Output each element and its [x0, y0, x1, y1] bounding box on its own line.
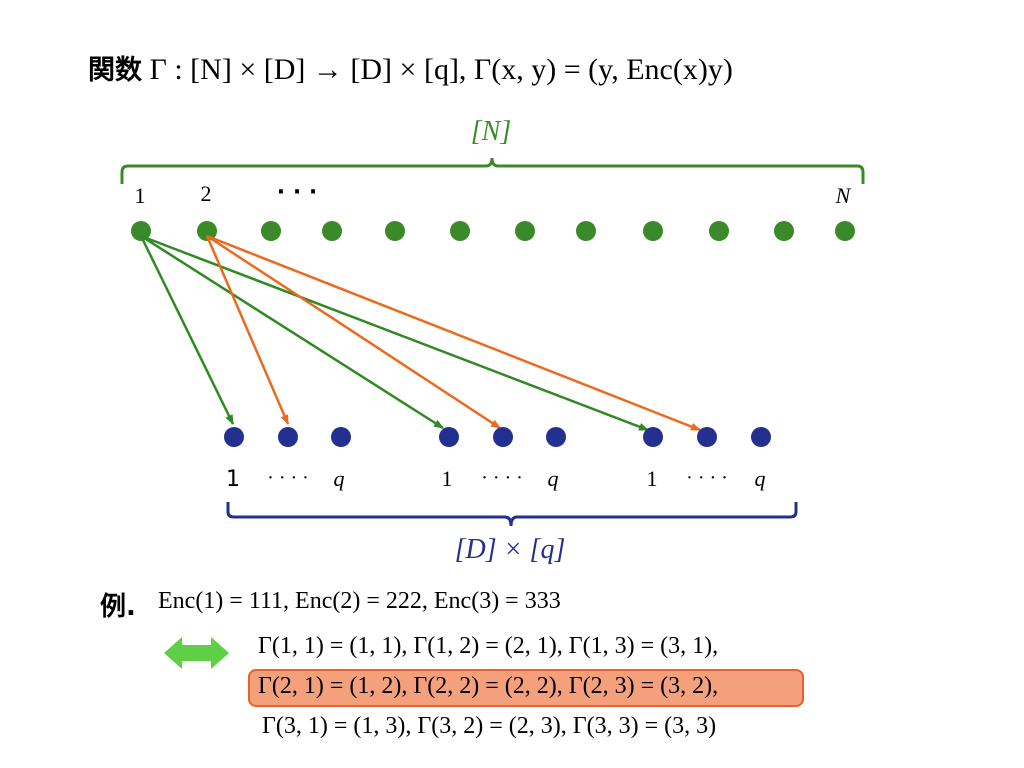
domain-node: [774, 221, 794, 241]
double-headed-arrow-icon: [164, 637, 229, 669]
codomain-brace-label: [D] × [q]: [455, 534, 566, 565]
codomain-label-dots: · · · ·: [481, 467, 523, 489]
codomain-label-start: 1: [442, 466, 453, 491]
codomain-node: [439, 427, 459, 447]
highlight-box: [248, 669, 804, 707]
domain-node: [576, 221, 596, 241]
domain-node: [322, 221, 342, 241]
arrow-orange: [205, 235, 290, 425]
arrow-green: [140, 234, 444, 430]
codomain-label-end: q: [548, 466, 559, 491]
codomain-node: [331, 427, 351, 447]
title-prefix: 関数: [88, 55, 142, 86]
codomain-node: [493, 427, 513, 447]
codomain-node: [751, 427, 771, 447]
codomain-node: [224, 427, 244, 447]
title-line: 関数 Γ : [N] × [D] → [D] × [q], Γ(x, y) = …: [88, 48, 733, 87]
title-formula: Γ : [N] × [D] → [D] × [q], Γ(x, y) = (y,…: [149, 53, 733, 86]
codomain-node: [546, 427, 566, 447]
codomain-label-dots: · · · ·: [686, 467, 728, 489]
example-heading: 例.: [100, 592, 136, 622]
arrow-green: [140, 234, 649, 432]
codomain-label-dots: · · · ·: [267, 467, 309, 489]
domain-label-ellipsis: · · ·: [277, 180, 317, 205]
domain-brace-label: [N]: [471, 116, 511, 147]
domain-node: [131, 221, 151, 241]
domain-node: [261, 221, 281, 241]
codomain-nodes: [224, 427, 771, 447]
domain-node: [709, 221, 729, 241]
codomain-label-end: q: [334, 466, 345, 491]
codomain-node: [697, 427, 717, 447]
arrow-green: [139, 235, 235, 425]
domain-node: [197, 221, 217, 241]
arrow-orange: [206, 234, 501, 430]
codomain-label-start: 1: [226, 467, 240, 492]
codomain-brace: [226, 502, 798, 527]
domain-node: [450, 221, 470, 241]
gamma-line: Γ(1, 1) = (1, 1), Γ(1, 2) = (2, 1), Γ(1,…: [258, 633, 719, 659]
arrow-orange: [206, 234, 701, 432]
domain-label-second: 2: [201, 181, 212, 206]
enc-line: Enc(1) = 111, Enc(2) = 222, Enc(3) = 333: [158, 588, 561, 614]
domain-label-last: N: [835, 183, 852, 208]
domain-node: [835, 221, 855, 241]
domain-brace: [120, 157, 865, 184]
domain-node: [385, 221, 405, 241]
gamma-line-highlighted: Γ(2, 1) = (1, 2), Γ(2, 2) = (2, 2), Γ(2,…: [258, 673, 719, 699]
codomain-node: [643, 427, 663, 447]
codomain-node: [278, 427, 298, 447]
domain-node: [515, 221, 535, 241]
domain-label-first: 1: [135, 183, 146, 208]
codomain-label-end: q: [755, 466, 766, 491]
domain-nodes: [131, 221, 855, 241]
codomain-label-start: 1: [647, 466, 658, 491]
domain-node: [643, 221, 663, 241]
gamma-line: Γ(3, 1) = (1, 3), Γ(3, 2) = (2, 3), Γ(3,…: [262, 713, 717, 739]
